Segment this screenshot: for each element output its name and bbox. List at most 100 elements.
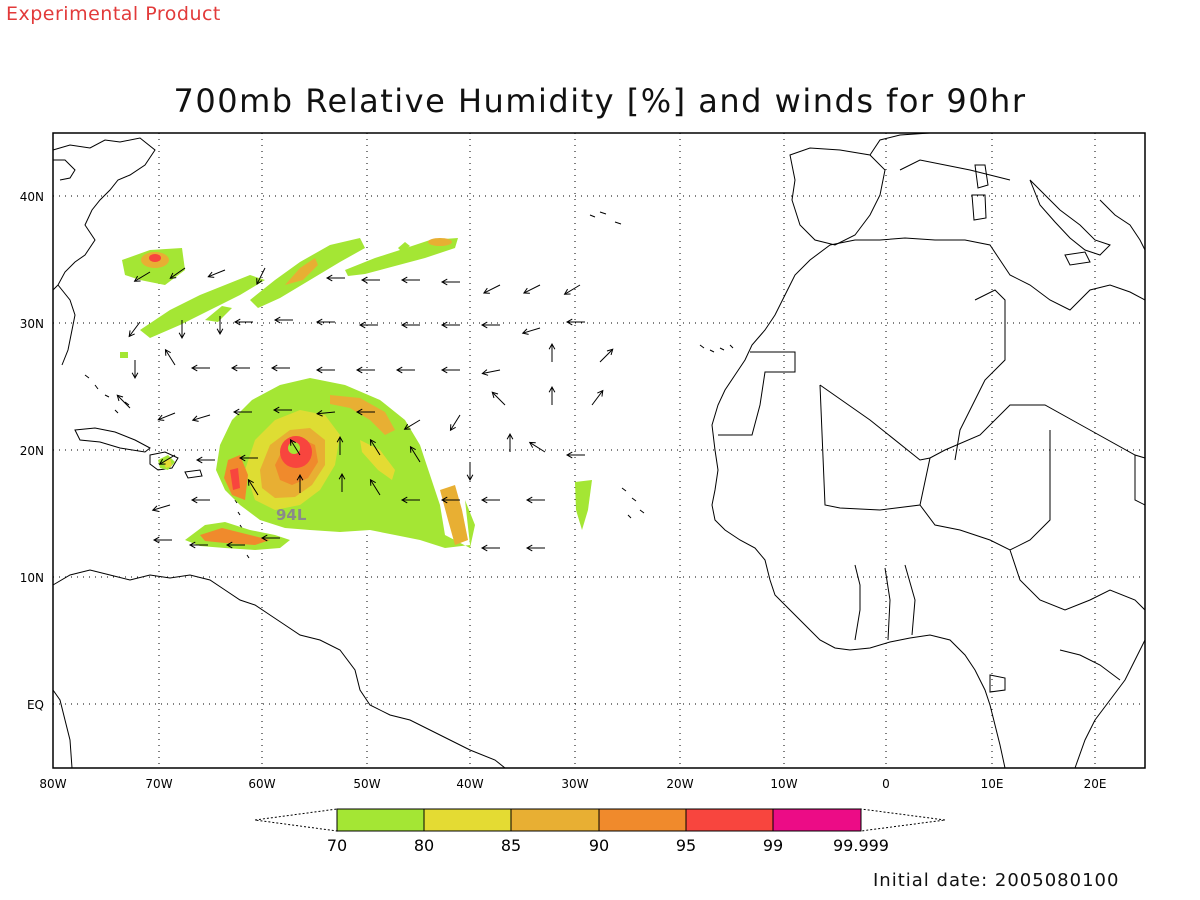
wind-arrow xyxy=(256,267,266,285)
wind-arrow-head xyxy=(260,534,268,542)
wind-arrow xyxy=(152,504,171,511)
wind-arrow xyxy=(522,327,541,334)
wind-arrow-head xyxy=(216,328,224,336)
colorbar-swatch-80-85 xyxy=(423,808,512,832)
wind-arrow-head xyxy=(449,424,456,432)
wind-arrow xyxy=(591,390,604,406)
coastlines xyxy=(52,132,1146,769)
wind-arrow-head xyxy=(158,458,166,465)
wind-arrow-head xyxy=(480,544,488,552)
wind-arrow-head xyxy=(369,438,376,446)
wind-arrow-head xyxy=(565,451,573,459)
wind-arrow-head xyxy=(190,496,198,504)
wind-arrow-head xyxy=(491,391,499,399)
colorbar-label-99: 99 xyxy=(763,836,783,855)
wind-arrow-head xyxy=(440,366,448,374)
wind-arrow xyxy=(599,348,614,363)
wind-arrow-head xyxy=(400,321,408,329)
experimental-product-note: Experimental Product xyxy=(6,3,221,25)
wind-arrow-head xyxy=(355,408,363,416)
colorbar-label-85: 85 xyxy=(501,836,521,855)
chart-title: 700mb Relative Humidity [%] and winds fo… xyxy=(173,82,1027,120)
wind-arrow xyxy=(404,419,421,430)
wind-arrow-head xyxy=(315,318,323,326)
wind-arrow xyxy=(370,479,381,496)
lon-label-80w: 80W xyxy=(39,777,66,791)
wind-arrow xyxy=(290,439,301,456)
lon-label-0: 0 xyxy=(882,777,890,791)
wind-arrow-head xyxy=(233,318,241,326)
wind-arrow xyxy=(165,349,176,366)
wind-arrow-head xyxy=(358,321,366,329)
wind-arrow xyxy=(128,321,141,337)
colorbar-label-70: 70 xyxy=(327,836,347,855)
wind-arrow-head xyxy=(400,276,408,284)
wind-arrow-head xyxy=(256,278,263,286)
wind-arrow-head xyxy=(272,406,280,414)
wind-arrow-head xyxy=(403,423,411,430)
colorbar-low-extension xyxy=(254,808,338,832)
wind-arrow-head xyxy=(195,456,203,464)
wind-arrow-head xyxy=(296,473,304,481)
wind-arrow xyxy=(450,414,461,431)
wind-arrow-head xyxy=(525,496,533,504)
wind-arrow xyxy=(248,479,259,496)
lon-label-60w: 60W xyxy=(248,777,275,791)
wind-arrow xyxy=(169,267,186,279)
wind-arrow-head xyxy=(409,445,416,453)
wind-arrow-head xyxy=(289,438,296,446)
lat-label-eq: EQ xyxy=(27,698,44,712)
wind-arrow xyxy=(208,269,226,278)
wind-arrow xyxy=(410,446,421,463)
wind-arrow-head xyxy=(152,536,160,544)
wind-arrow xyxy=(564,284,581,295)
wind-arrow-head xyxy=(482,287,490,294)
lat-label-10n: 10N xyxy=(20,571,44,585)
lon-label-20e: 20E xyxy=(1084,777,1107,791)
colorbar-high-extension xyxy=(860,808,946,832)
wind-arrow xyxy=(491,391,506,406)
wind-arrow-head xyxy=(131,372,139,380)
wind-arrow-head xyxy=(316,409,323,417)
wind-arrow-head xyxy=(480,496,488,504)
lon-label-70w: 70W xyxy=(145,777,172,791)
wind-arrow-head xyxy=(606,348,614,356)
wind-arrow-head xyxy=(440,278,448,286)
wind-arrow-head xyxy=(565,318,573,326)
wind-arrow-head xyxy=(597,389,604,397)
wind-arrow-head xyxy=(232,408,240,416)
wind-arrow-head xyxy=(151,505,159,512)
colorbar-swatch-90-95 xyxy=(598,808,687,832)
lon-label-30w: 30W xyxy=(561,777,588,791)
wind-arrow-head xyxy=(400,496,408,504)
wind-arrow-head xyxy=(338,472,346,480)
lon-label-40w: 40W xyxy=(456,777,483,791)
wind-arrow-head xyxy=(315,366,323,374)
latitude-labels: 40N 30N 20N 10N EQ xyxy=(20,190,44,712)
wind-arrow xyxy=(483,284,501,294)
colorbar-label-99999: 99.999 xyxy=(833,836,889,855)
wind-arrow-head xyxy=(169,272,177,279)
wind-arrow-head xyxy=(563,288,571,295)
storm-label-94l: 94L xyxy=(276,506,307,524)
wind-arrow-head xyxy=(521,328,529,335)
wind-arrow xyxy=(529,442,546,453)
wind-arrow xyxy=(317,411,336,415)
wind-arrow xyxy=(134,271,151,282)
lat-label-20n: 20N xyxy=(20,444,44,458)
wind-arrow-head xyxy=(440,321,448,329)
lon-label-10w: 10W xyxy=(770,777,797,791)
wind-arrow-head xyxy=(325,274,333,282)
colorbar-swatch-85-90 xyxy=(510,808,600,832)
wind-arrow-head xyxy=(191,415,199,422)
wind-arrow-head xyxy=(481,369,489,376)
wind-arrow-head xyxy=(548,385,556,393)
colorbar-label-80: 80 xyxy=(414,836,434,855)
wind-arrow-head xyxy=(440,496,448,504)
wind-arrow-head xyxy=(506,432,514,440)
wind-arrow xyxy=(192,414,211,421)
wind-arrow-head xyxy=(133,275,141,282)
lat-label-40n: 40N xyxy=(20,190,44,204)
wind-arrow-head xyxy=(360,276,368,284)
